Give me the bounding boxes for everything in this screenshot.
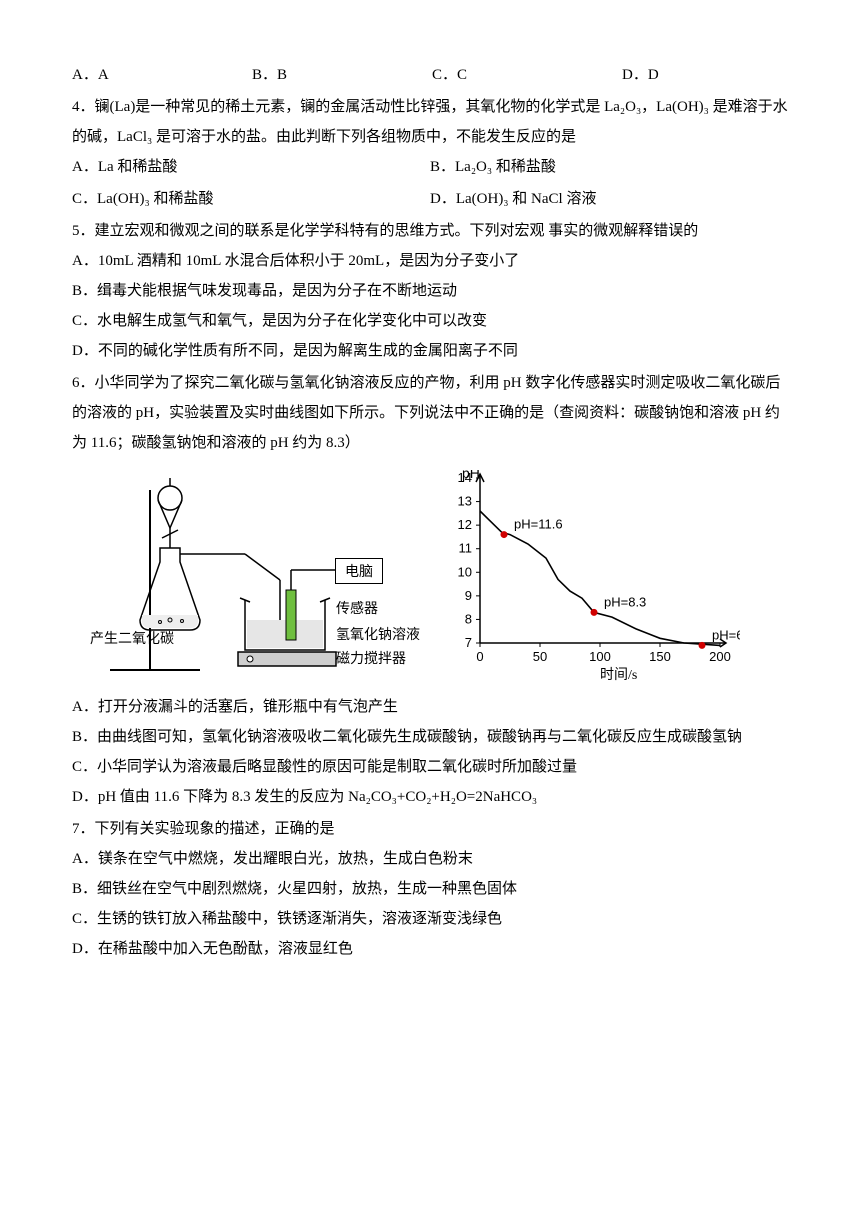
svg-text:200: 200 [709,649,731,664]
question-6: 6．小华同学为了探究二氧化碳与氢氧化钠溶液反应的产物，利用 pH 数字化传感器实… [72,368,788,812]
svg-text:150: 150 [649,649,671,664]
question-4: 4．镧(La)是一种常见的稀土元素，镧的金属活动性比锌强，其氧化物的化学式是 L… [72,92,788,214]
apparatus-diagram: 电脑 产生二氧化碳 传感器 氢氧化钠溶液 磁力搅拌器 [90,470,400,680]
svg-text:50: 50 [533,649,547,664]
q4-C: C．La(OH)₃ 和稀盐酸 [72,184,430,214]
q5-C: C．水电解生成氢气和氧气，是因为分子在化学变化中可以改变 [72,306,788,336]
co2-label: 产生二氧化碳 [90,626,174,654]
q5-D: D．不同的碱化学性质有所不同，是因为解离生成的金属阳离子不同 [72,336,788,366]
svg-text:8: 8 [465,611,472,626]
computer-box: 电脑 [335,558,383,584]
q6-C: C．小华同学认为溶液最后略显酸性的原因可能是制取二氧化碳时所加酸过量 [72,752,788,782]
svg-text:pH=8.3: pH=8.3 [604,594,646,609]
q6-A: A．打开分液漏斗的活塞后，锥形瓶中有气泡产生 [72,692,788,722]
q5-B: B．缉毒犬能根据气味发现毒品，是因为分子在不断地运动 [72,276,788,306]
opt-D: D．D [622,60,659,90]
q4-A: A．La 和稀盐酸 [72,152,430,182]
opt-A: A．A [72,60,252,90]
svg-text:10: 10 [458,564,472,579]
svg-text:13: 13 [458,494,472,509]
opt-B: B．B [252,60,432,90]
q4-opts-cd: C．La(OH)₃ 和稀盐酸 D．La(OH)₃ 和 NaCl 溶液 [72,184,788,214]
svg-text:12: 12 [458,517,472,532]
svg-text:7: 7 [465,635,472,650]
chart-svg: 1413121110987pH050100150200pH=11.6pH=8.3… [440,470,740,680]
svg-text:pH=6.9: pH=6.9 [712,627,740,642]
q7-stem: 7．下列有关实验现象的描述，正确的是 [72,814,788,844]
q6-D: D．pH 值由 11.6 下降为 8.3 发生的反应为 Na₂CO₃+CO₂+H… [72,782,788,812]
x-axis-label: 时间/s [600,662,637,690]
q4-D: D．La(OH)₃ 和 NaCl 溶液 [430,184,788,214]
q6-figures: 电脑 产生二氧化碳 传感器 氢氧化钠溶液 磁力搅拌器 1413121110987… [90,470,788,680]
q5-stem: 5．建立宏观和微观之间的联系是化学学科特有的思维方式。下列对宏观 事实的微观解释… [72,216,788,246]
stirrer-label: 磁力搅拌器 [336,646,406,674]
ph-chart: 1413121110987pH050100150200pH=11.6pH=8.3… [440,470,740,680]
q4-opts-ab: A．La 和稀盐酸 B．La₂O₃ 和稀盐酸 [72,152,788,182]
q4-B: B．La₂O₃ 和稀盐酸 [430,152,788,182]
q6-B: B．由曲线图可知，氢氧化钠溶液吸收二氧化碳先生成碳酸钠，碳酸钠再与二氧化碳反应生… [72,722,788,752]
svg-text:9: 9 [465,588,472,603]
option-row: A．A B．B C．C D．D [72,60,788,90]
svg-text:pH=11.6: pH=11.6 [514,517,563,532]
q6-stem: 6．小华同学为了探究二氧化碳与氢氧化钠溶液反应的产物，利用 pH 数字化传感器实… [72,368,788,458]
svg-text:0: 0 [476,649,483,664]
q5-A: A．10mL 酒精和 10mL 水混合后体积小于 20mL，是因为分子变小了 [72,246,788,276]
question-5: 5．建立宏观和微观之间的联系是化学学科特有的思维方式。下列对宏观 事实的微观解释… [72,216,788,366]
q7-D: D．在稀盐酸中加入无色酚酞，溶液显红色 [72,934,788,964]
q4-stem: 4．镧(La)是一种常见的稀土元素，镧的金属活动性比锌强，其氧化物的化学式是 L… [72,92,788,152]
q7-A: A．镁条在空气中燃烧，发出耀眼白光，放热，生成白色粉末 [72,844,788,874]
q7-B: B．细铁丝在空气中剧烈燃烧，火星四射，放热，生成一种黑色固体 [72,874,788,904]
svg-text:11: 11 [459,541,473,556]
sensor-label: 传感器 [336,596,378,624]
svg-text:pH: pH [462,470,480,481]
q7-C: C．生锈的铁钉放入稀盐酸中，铁锈逐渐消失，溶液逐渐变浅绿色 [72,904,788,934]
opt-C: C．C [432,60,622,90]
question-7: 7．下列有关实验现象的描述，正确的是 A．镁条在空气中燃烧，发出耀眼白光，放热，… [72,814,788,964]
